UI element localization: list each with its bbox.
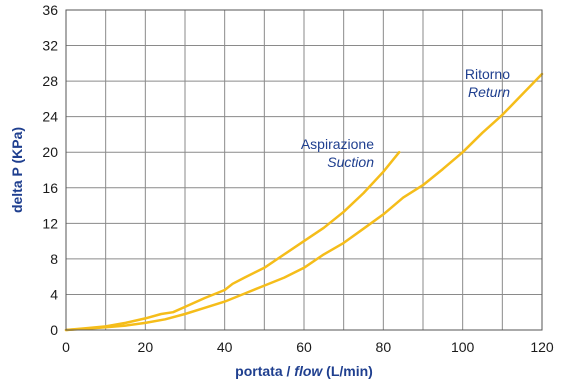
y-axis-title: delta P (KPa) xyxy=(9,127,25,213)
plot-frame xyxy=(65,9,543,331)
grid xyxy=(65,9,543,331)
y-tick-label: 20 xyxy=(42,144,58,160)
x-tick-label: 100 xyxy=(451,339,475,355)
x-axis-title-part-3: (L/min) xyxy=(322,363,373,379)
annotation-return-label-en: Return xyxy=(468,84,510,100)
y-tick-label: 28 xyxy=(42,73,58,89)
x-axis-title-part-1: portata / xyxy=(235,363,294,379)
x-tick-label: 20 xyxy=(138,339,154,355)
y-tick-label: 16 xyxy=(42,180,58,196)
y-tick-label: 8 xyxy=(50,251,58,267)
annotation-suction: Aspirazione Suction xyxy=(301,136,374,170)
series-line-suction xyxy=(64,150,401,332)
annotation-suction-label: Aspirazione xyxy=(301,136,374,152)
y-tick-label: 32 xyxy=(42,38,58,54)
x-axis-title-part-2: flow xyxy=(294,363,323,379)
series-lines xyxy=(64,72,544,332)
y-tick-label: 36 xyxy=(42,2,58,18)
annotation-suction-label-en: Suction xyxy=(327,154,374,170)
y-tick-label: 12 xyxy=(42,215,58,231)
x-tick-label: 120 xyxy=(530,339,554,355)
annotation-return-label: Ritorno xyxy=(465,66,510,82)
x-tick-label: 60 xyxy=(296,339,312,355)
y-tick-label: 0 xyxy=(50,322,58,338)
y-tick-label: 4 xyxy=(50,286,58,302)
series-line-return xyxy=(64,72,544,332)
x-axis-ticks: 0 20 40 60 80 100 120 xyxy=(62,339,554,355)
annotation-return: Ritorno Return xyxy=(465,66,510,100)
x-tick-label: 40 xyxy=(217,339,233,355)
x-tick-label: 80 xyxy=(376,339,392,355)
y-axis-ticks: 0 4 8 12 16 20 24 28 32 36 xyxy=(42,2,58,338)
x-tick-label: 0 xyxy=(62,339,70,355)
x-axis-title: portata / flow (L/min) xyxy=(235,363,373,379)
y-tick-label: 24 xyxy=(42,109,58,125)
